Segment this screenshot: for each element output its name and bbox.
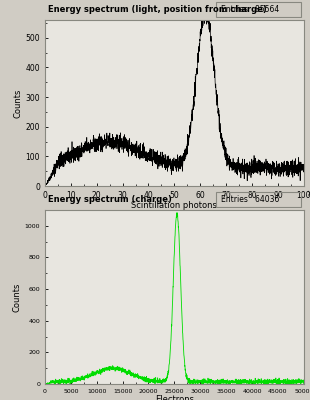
- Text: Entries   64036: Entries 64036: [221, 195, 279, 204]
- X-axis label: Scintillation photons: Scintillation photons: [131, 201, 217, 210]
- Text: ×10²: ×10²: [307, 189, 310, 198]
- Y-axis label: Counts: Counts: [14, 88, 23, 118]
- Text: Entries   85564: Entries 85564: [221, 5, 279, 14]
- Text: Energy spectrum (charge): Energy spectrum (charge): [47, 195, 171, 204]
- Text: Energy spectrum (light, position from charge): Energy spectrum (light, position from ch…: [47, 5, 266, 14]
- Bar: [216, 192, 301, 207]
- Bar: [216, 2, 301, 17]
- Y-axis label: Counts: Counts: [13, 282, 22, 312]
- X-axis label: Electrons: Electrons: [155, 395, 194, 400]
